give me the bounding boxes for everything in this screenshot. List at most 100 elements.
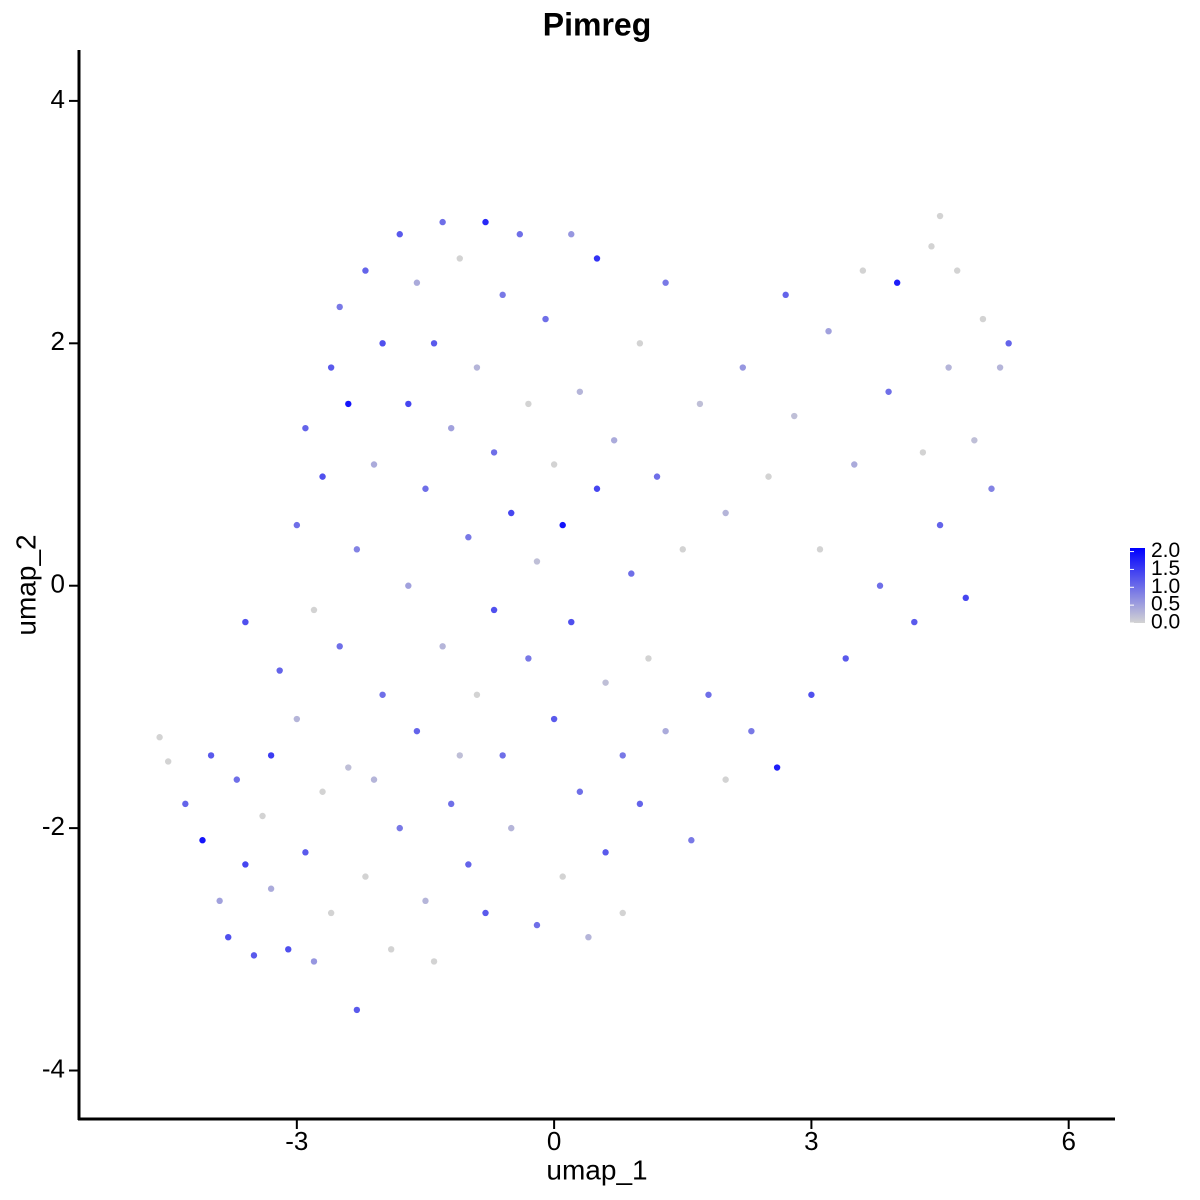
point [456, 255, 463, 262]
point [345, 400, 352, 408]
y-tick-label: 2 [51, 326, 65, 356]
point [448, 800, 455, 808]
point [422, 897, 429, 905]
point [319, 788, 326, 795]
point [293, 521, 301, 529]
colorbar-label: 0.5 [1151, 593, 1180, 616]
point [362, 267, 369, 274]
point [225, 933, 232, 941]
point [662, 279, 669, 286]
point [439, 643, 446, 650]
point [636, 800, 644, 808]
point [962, 594, 969, 602]
point [936, 212, 944, 220]
x-tick-label: 0 [547, 1126, 561, 1156]
point [439, 218, 446, 226]
point [164, 758, 172, 765]
point [619, 909, 626, 917]
point [285, 946, 292, 953]
colorbar-label: 1.0 [1151, 575, 1180, 598]
point [911, 618, 918, 626]
point [465, 534, 472, 541]
point [199, 837, 206, 844]
point [362, 873, 369, 880]
point [353, 1006, 361, 1014]
point [825, 327, 832, 335]
point [808, 691, 815, 698]
point [782, 291, 789, 299]
point [448, 424, 455, 432]
y-tick-label: 0 [51, 569, 65, 599]
chart-title: Pimreg [543, 6, 651, 42]
point [525, 655, 532, 662]
point [473, 691, 481, 698]
point [816, 546, 824, 553]
point [499, 752, 506, 759]
point [405, 582, 412, 589]
point [653, 473, 661, 480]
point [945, 364, 952, 371]
colorbar-label: 2.0 [1151, 539, 1180, 562]
y-axis-title: umap_2 [10, 534, 41, 635]
point [413, 727, 421, 735]
point [988, 485, 995, 492]
point [242, 861, 249, 868]
point [182, 800, 189, 808]
point [490, 449, 498, 456]
point [516, 231, 524, 238]
point [473, 364, 481, 371]
point [482, 909, 489, 917]
point [405, 400, 412, 408]
point [353, 546, 361, 553]
point [542, 315, 549, 323]
point [456, 752, 463, 759]
point [876, 582, 884, 589]
point [370, 461, 378, 468]
point [739, 364, 746, 371]
point [953, 267, 961, 274]
point [336, 303, 343, 311]
point [893, 279, 901, 286]
point [593, 255, 601, 262]
point [748, 727, 755, 735]
point [576, 388, 584, 395]
point [765, 473, 772, 480]
point [370, 776, 378, 783]
point [525, 400, 532, 408]
point [919, 449, 927, 456]
point [242, 618, 249, 626]
point [387, 946, 395, 953]
x-tick-label: 6 [1061, 1126, 1075, 1156]
point [679, 546, 686, 553]
colorbar-label: 1.5 [1151, 557, 1180, 580]
point [568, 618, 575, 626]
point [722, 776, 729, 783]
point [156, 734, 163, 741]
point [327, 364, 335, 371]
point [851, 461, 858, 468]
point [267, 885, 275, 892]
point [259, 812, 266, 820]
point [250, 952, 258, 959]
point [696, 400, 704, 408]
point [705, 691, 712, 698]
point [233, 776, 241, 783]
point [276, 667, 283, 674]
point [559, 521, 566, 529]
point [585, 933, 592, 941]
point [465, 861, 472, 868]
point [602, 679, 609, 686]
point [396, 231, 403, 238]
point [379, 340, 386, 347]
points [156, 212, 1012, 1014]
point [379, 691, 386, 698]
point [885, 388, 892, 395]
point [550, 715, 558, 723]
point [550, 461, 558, 468]
point [508, 509, 515, 517]
point [662, 727, 669, 735]
point [319, 473, 326, 480]
point [928, 243, 935, 250]
x-tick-label: 3 [804, 1126, 818, 1156]
